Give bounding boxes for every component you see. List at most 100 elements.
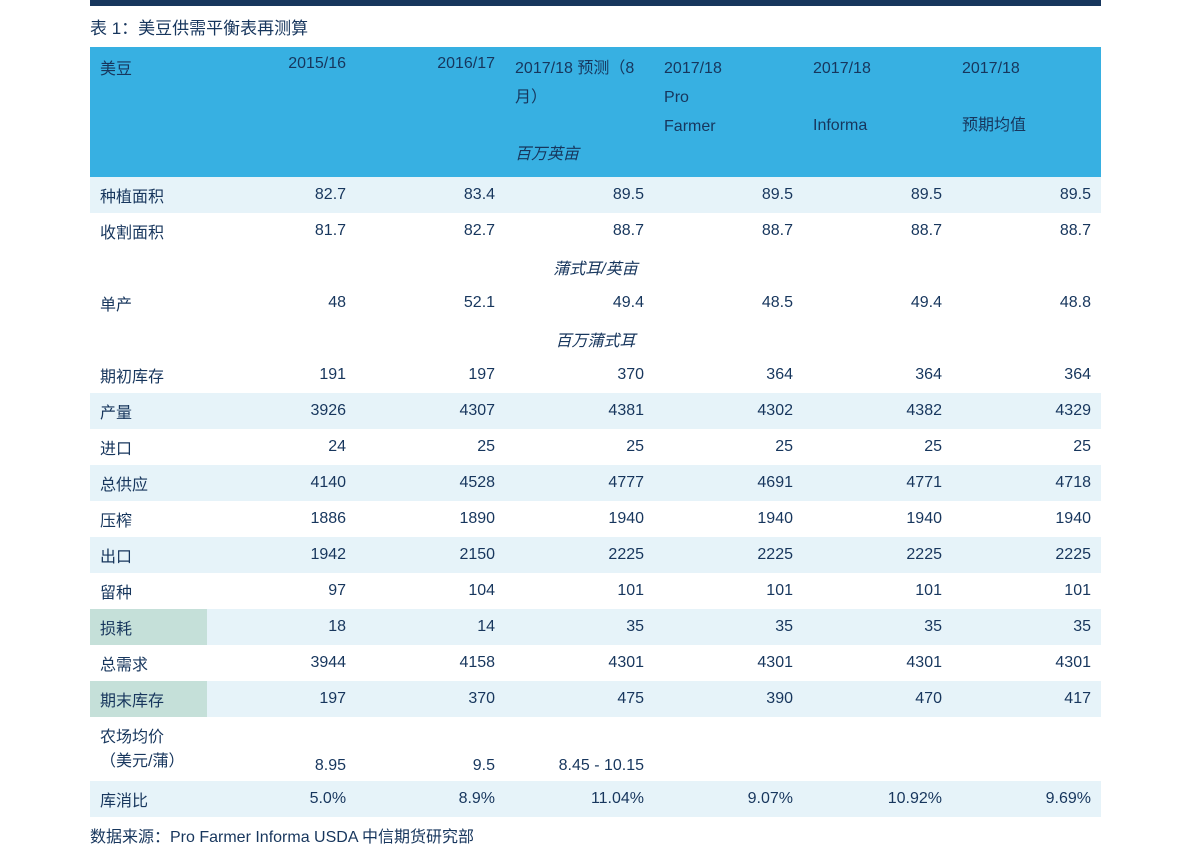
cell: 35: [505, 609, 654, 645]
row-label-l1: 农场均价: [100, 723, 197, 747]
cell: 83.4: [356, 177, 505, 213]
table-row: 留种 97 104 101 101 101 101: [90, 573, 1101, 609]
cell: 8.95: [207, 717, 356, 781]
cell: 101: [952, 573, 1101, 609]
table-row: 收割面积 81.7 82.7 88.7 88.7 88.7 88.7: [90, 213, 1101, 249]
cell: 81.7: [207, 213, 356, 249]
cell: 2225: [803, 537, 952, 573]
cell: 4158: [356, 645, 505, 681]
cell: 4771: [803, 465, 952, 501]
cell: 35: [654, 609, 803, 645]
cell: 18: [207, 609, 356, 645]
cell: 82.7: [356, 213, 505, 249]
table-row: 单产 48 52.1 49.4 48.5 49.4 48.8: [90, 285, 1101, 321]
cell: 390: [654, 681, 803, 717]
unit-label: 蒲式耳/英亩: [90, 249, 1101, 285]
cell: 191: [207, 357, 356, 393]
cell: 3944: [207, 645, 356, 681]
cell: 35: [803, 609, 952, 645]
cell: 364: [803, 357, 952, 393]
cell: 1942: [207, 537, 356, 573]
header-forecast-l1: 2017/18 预测（8 月）: [515, 55, 644, 113]
cell: 49.4: [505, 285, 654, 321]
cell: 9.07%: [654, 781, 803, 817]
header-pf-l2: Pro: [664, 84, 793, 113]
cell: 1890: [356, 501, 505, 537]
cell: 4140: [207, 465, 356, 501]
cell: 88.7: [505, 213, 654, 249]
table-row: 产量 3926 4307 4381 4302 4382 4329: [90, 393, 1101, 429]
cell: 364: [952, 357, 1101, 393]
cell: 364: [654, 357, 803, 393]
row-label: 期初库存: [90, 357, 207, 393]
cell: 2150: [356, 537, 505, 573]
table-header-row: 美豆 2015/16 2016/17 2017/18 预测（8 月） 百万英亩 …: [90, 47, 1101, 177]
cell: 25: [356, 429, 505, 465]
table-row: 种植面积 82.7 83.4 89.5 89.5 89.5 89.5: [90, 177, 1101, 213]
table-row: 压榨 1886 1890 1940 1940 1940 1940: [90, 501, 1101, 537]
cell: 24: [207, 429, 356, 465]
cell: 4329: [952, 393, 1101, 429]
cell: 10.92%: [803, 781, 952, 817]
cell: 25: [952, 429, 1101, 465]
header-profarmer: 2017/18 Pro Farmer: [654, 47, 803, 177]
table-row: 出口 1942 2150 2225 2225 2225 2225: [90, 537, 1101, 573]
cell: 4301: [654, 645, 803, 681]
cell: 9.69%: [952, 781, 1101, 817]
header-2016: 2016/17: [356, 47, 505, 177]
cell: 4302: [654, 393, 803, 429]
cell: 1940: [952, 501, 1101, 537]
cell: 89.5: [952, 177, 1101, 213]
cell: 1940: [654, 501, 803, 537]
table-row: 损耗 18 14 35 35 35 35: [90, 609, 1101, 645]
cell: 4381: [505, 393, 654, 429]
cell: 4301: [952, 645, 1101, 681]
row-label: 种植面积: [90, 177, 207, 213]
cell: 2225: [952, 537, 1101, 573]
cell: 89.5: [505, 177, 654, 213]
row-label: 库消比: [90, 781, 207, 817]
cell: 4691: [654, 465, 803, 501]
cell: 101: [654, 573, 803, 609]
table-row: 库消比 5.0% 8.9% 11.04% 9.07% 10.92% 9.69%: [90, 781, 1101, 817]
cell: 48.8: [952, 285, 1101, 321]
cell: 88.7: [803, 213, 952, 249]
cell: 11.04%: [505, 781, 654, 817]
cell: 4301: [505, 645, 654, 681]
header-informa: 2017/18 Informa: [803, 47, 952, 177]
row-label: 总供应: [90, 465, 207, 501]
cell: 4382: [803, 393, 952, 429]
cell: 417: [952, 681, 1101, 717]
top-border: [90, 0, 1101, 6]
row-label: 压榨: [90, 501, 207, 537]
cell: 4777: [505, 465, 654, 501]
cell: 1940: [803, 501, 952, 537]
unit-label: 百万蒲式耳: [90, 321, 1101, 357]
cell: 101: [803, 573, 952, 609]
header-expected: 2017/18 预期均值: [952, 47, 1101, 177]
table-row: 农场均价 （美元/蒲） 8.95 9.5 8.45 - 10.15: [90, 717, 1101, 781]
cell: 5.0%: [207, 781, 356, 817]
row-label-l2: （美元/蒲）: [100, 747, 197, 771]
row-label: 产量: [90, 393, 207, 429]
header-forecast-unit: 百万英亩: [515, 141, 644, 170]
cell: 370: [505, 357, 654, 393]
cell: 101: [505, 573, 654, 609]
cell: [952, 717, 1101, 781]
cell: 104: [356, 573, 505, 609]
header-pf-l3: Farmer: [664, 113, 793, 142]
header-inf-l2: Informa: [813, 112, 942, 141]
row-label: 农场均价 （美元/蒲）: [90, 717, 207, 781]
cell: 197: [356, 357, 505, 393]
header-exp-l2: 预期均值: [962, 112, 1091, 141]
cell: [803, 717, 952, 781]
row-label: 收割面积: [90, 213, 207, 249]
table-title: 表 1：美豆供需平衡表再测算: [90, 10, 1101, 47]
cell: 470: [803, 681, 952, 717]
cell: 82.7: [207, 177, 356, 213]
cell: 475: [505, 681, 654, 717]
cell: 2225: [654, 537, 803, 573]
cell: 14: [356, 609, 505, 645]
cell: 1940: [505, 501, 654, 537]
row-label: 损耗: [90, 609, 207, 645]
